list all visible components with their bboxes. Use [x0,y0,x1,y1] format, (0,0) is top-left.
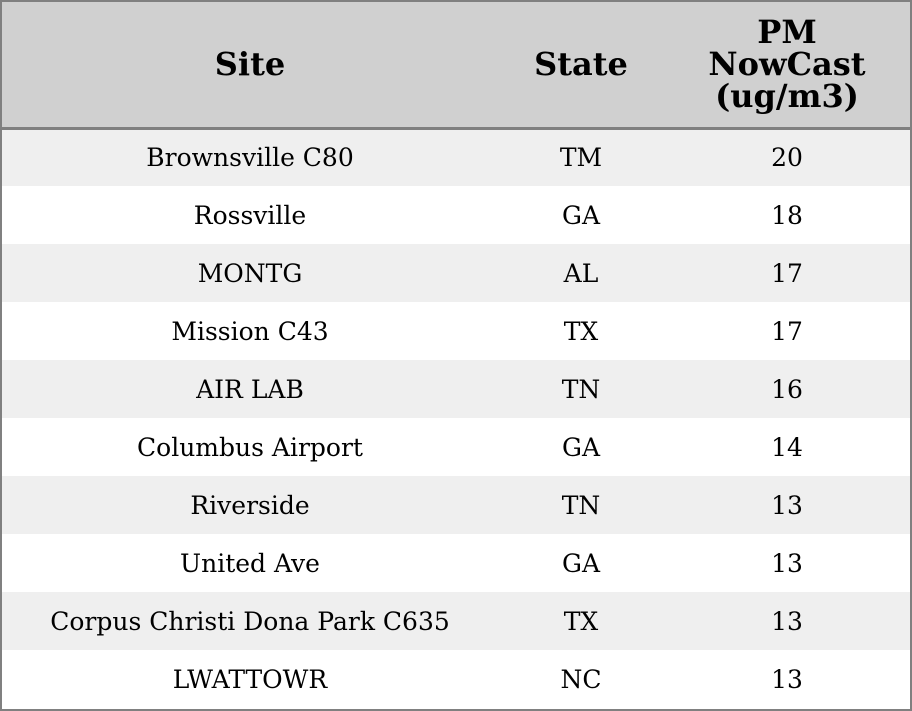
table-row: MONTG AL 17 [2,244,910,302]
cell-state: TM [559,143,603,173]
cell-site: LWATTOWR [172,664,328,694]
cell-pm: 13 [771,490,803,520]
column-header-state: State [498,2,664,130]
column-header-pm-nowcast: PM NowCast (ug/m3) [664,2,910,130]
table-header: Site State PM NowCast (ug/m3) [2,2,910,130]
cell-site: Corpus Christi Dona Park C635 [50,606,450,636]
cell-state: GA [561,432,601,462]
cell-site: MONTG [197,258,303,288]
cell-state: TX [563,606,599,636]
cell-pm: 13 [771,664,803,694]
cell-pm: 14 [771,432,803,462]
cell-state: TN [561,490,601,520]
cell-site: United Ave [180,548,320,578]
table-row: Columbus Airport GA 14 [2,418,910,476]
cell-site: Riverside [190,490,310,520]
cell-pm: 16 [771,374,803,404]
cell-pm: 17 [771,316,803,346]
cell-state: AL [563,258,599,288]
cell-site: Mission C43 [171,316,329,346]
table-body: Brownsville C80 TM 20 Rossville GA 18 MO… [2,128,910,708]
table-row: Brownsville C80 TM 20 [2,128,910,186]
cell-pm: 20 [771,143,803,173]
cell-pm: 18 [771,200,803,230]
table-row: LWATTOWR NC 13 [2,650,910,708]
table-row: Corpus Christi Dona Park C635 TX 13 [2,592,910,650]
cell-state: NC [560,664,602,694]
header-row: Site State PM NowCast (ug/m3) [2,2,910,130]
cell-state: GA [561,548,601,578]
cell-state: GA [561,200,601,230]
table-row: Riverside TN 13 [2,476,910,534]
table-row: United Ave GA 13 [2,534,910,592]
table-row: Rossville GA 18 [2,186,910,244]
cell-site: AIR LAB [196,374,304,404]
table-row: AIR LAB TN 16 [2,360,910,418]
cell-state: TX [563,316,599,346]
cell-pm: 13 [771,548,803,578]
column-header-site: Site [2,2,498,130]
cell-site: Brownsville C80 [146,143,354,173]
cell-site: Columbus Airport [137,432,363,462]
cell-pm: 13 [771,606,803,636]
table-row: Mission C43 TX 17 [2,302,910,360]
cell-site: Rossville [193,200,307,230]
cell-state: TN [561,374,601,404]
cell-pm: 17 [771,258,803,288]
